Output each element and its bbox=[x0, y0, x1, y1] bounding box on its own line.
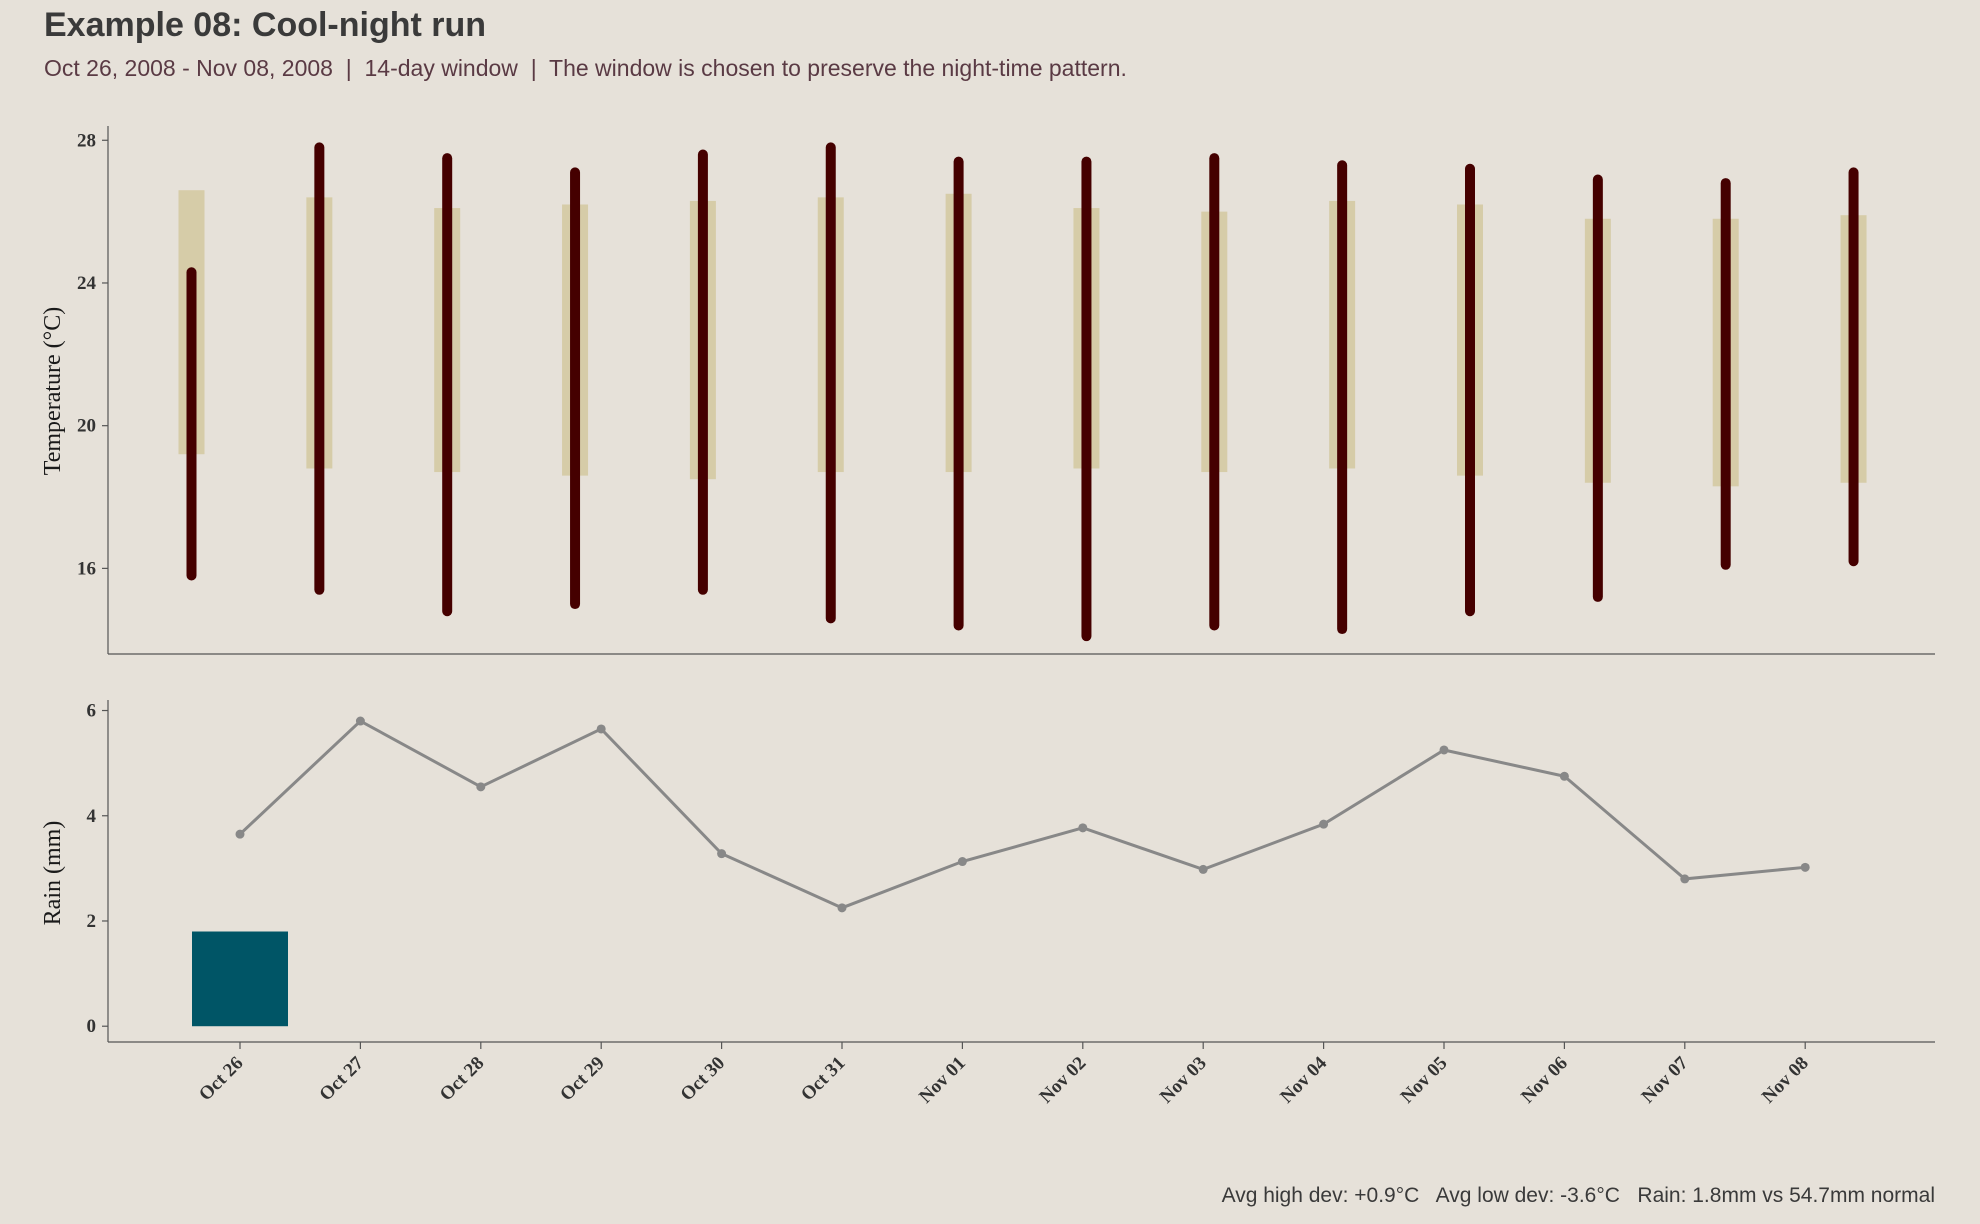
rain-y-tick-label: 0 bbox=[87, 1016, 97, 1037]
x-tick-label: Nov 06 bbox=[1517, 1053, 1572, 1108]
x-tick-label: Nov 01 bbox=[915, 1053, 970, 1108]
temperature-panel: 16 20 24 28 bbox=[77, 126, 1935, 655]
temperature-y-tick-label: 16 bbox=[77, 558, 96, 579]
chart-subtitle: Oct 26, 2008 - Nov 08, 2008 | 14-day win… bbox=[44, 55, 1127, 81]
x-tick-label: Nov 07 bbox=[1638, 1052, 1693, 1107]
normal-rain-point bbox=[1559, 771, 1569, 781]
x-tick-label: Oct 28 bbox=[436, 1053, 489, 1106]
x-tick-label: Nov 05 bbox=[1397, 1053, 1452, 1108]
rain-axis-title: Rain (mm) bbox=[40, 821, 66, 926]
x-tick-label: Oct 26 bbox=[195, 1053, 248, 1106]
x-tick-label: Nov 03 bbox=[1156, 1053, 1211, 1108]
temperature-axis-title: Temperature (°C) bbox=[40, 307, 66, 476]
rain-panel: 0 2 4 6 Oct 26 Oct 27 Oct 28 Oct 29 Oct 30 Oct 31… bbox=[87, 700, 1935, 1108]
rain-y-tick-label: 2 bbox=[87, 911, 97, 932]
normal-rain-point bbox=[1680, 874, 1690, 884]
x-tick-label: Oct 30 bbox=[677, 1053, 730, 1106]
normal-rain-point bbox=[957, 857, 967, 867]
normal-rain-point bbox=[235, 829, 245, 839]
normal-rain-point bbox=[476, 782, 486, 792]
normal-rain-point bbox=[1198, 864, 1208, 874]
x-tick-label: Nov 04 bbox=[1276, 1052, 1331, 1107]
temperature-y-tick-label: 24 bbox=[77, 273, 97, 294]
x-tick-label: Oct 31 bbox=[797, 1053, 850, 1106]
normal-rain-point bbox=[1800, 862, 1810, 872]
chart-title: Example 08: Cool-night run bbox=[44, 6, 487, 44]
normal-rain-point bbox=[1319, 819, 1329, 829]
rain-bar bbox=[192, 931, 288, 1027]
temperature-y-tick-label: 20 bbox=[77, 416, 96, 437]
x-tick-label: Nov 08 bbox=[1758, 1053, 1813, 1108]
rain-y-tick-label: 4 bbox=[87, 806, 97, 827]
x-tick-label: Nov 02 bbox=[1036, 1053, 1091, 1108]
temperature-y-tick-label: 28 bbox=[77, 130, 96, 151]
normal-rain-point bbox=[596, 724, 606, 734]
summary-footer: Avg high dev: +0.9°C Avg low dev: -3.6°C… bbox=[1221, 1184, 1935, 1207]
normal-rain-point bbox=[717, 849, 727, 859]
normal-rain-point bbox=[1439, 745, 1449, 755]
x-tick-label: Oct 27 bbox=[315, 1052, 368, 1105]
x-tick-label: Oct 29 bbox=[556, 1053, 609, 1106]
normal-rain-line bbox=[238, 719, 1806, 910]
rain-y-tick-label: 6 bbox=[87, 701, 97, 722]
normal-rain-point bbox=[355, 716, 365, 726]
normal-rain-point bbox=[1078, 823, 1088, 833]
normal-rain-point bbox=[837, 903, 847, 913]
